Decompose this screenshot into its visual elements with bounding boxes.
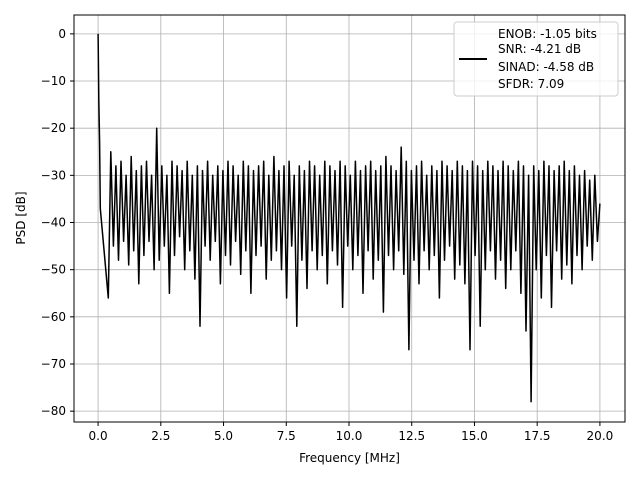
- y-tick-label: −10: [41, 74, 66, 88]
- y-tick-label: −70: [41, 357, 66, 371]
- x-tick-label: 0.0: [89, 429, 108, 443]
- y-axis-label: PSD [dB]: [14, 191, 28, 244]
- legend-box: [453, 21, 619, 97]
- y-tick-label: −40: [41, 216, 66, 230]
- y-tick-label: −80: [41, 404, 66, 418]
- x-tick-label: 10.0: [336, 429, 363, 443]
- plot-area: [97, 33, 601, 403]
- x-tick-label: 20.0: [587, 429, 614, 443]
- x-tick-label: 5.0: [214, 429, 233, 443]
- legend-enob: ENOB: -1.05 bits: [498, 27, 597, 41]
- legend-sfdr: SFDR: 7.09: [498, 77, 564, 91]
- y-tick-label: 0: [58, 27, 66, 41]
- y-tick-label: −50: [41, 263, 66, 277]
- y-axis-ticks: 0 −10 −20 −30 −40 −50 −60 −70 −80: [41, 27, 74, 418]
- x-axis-label: Frequency [MHz]: [299, 451, 400, 465]
- x-tick-label: 17.5: [524, 429, 551, 443]
- y-tick-label: −60: [41, 310, 66, 324]
- axes-frame: [73, 14, 626, 423]
- legend-snr: SNR: -4.21 dB: [498, 42, 581, 56]
- x-axis-ticks: 0.0 2.5 5.0 7.5 10.0 12.5 15.0 17.5 20.0: [89, 422, 614, 443]
- series-line: [97, 33, 601, 403]
- x-tick-label: 2.5: [151, 429, 170, 443]
- x-tick-label: 12.5: [398, 429, 425, 443]
- legend: ENOB: -1.05 bits SNR: -4.21 dB SINAD: -4…: [453, 21, 619, 97]
- legend-sinad: SINAD: -4.58 dB: [498, 60, 594, 74]
- y-tick-label: −30: [41, 168, 66, 182]
- y-tick-label: −20: [41, 121, 66, 135]
- x-tick-label: 7.5: [277, 429, 296, 443]
- x-tick-label: 15.0: [461, 429, 488, 443]
